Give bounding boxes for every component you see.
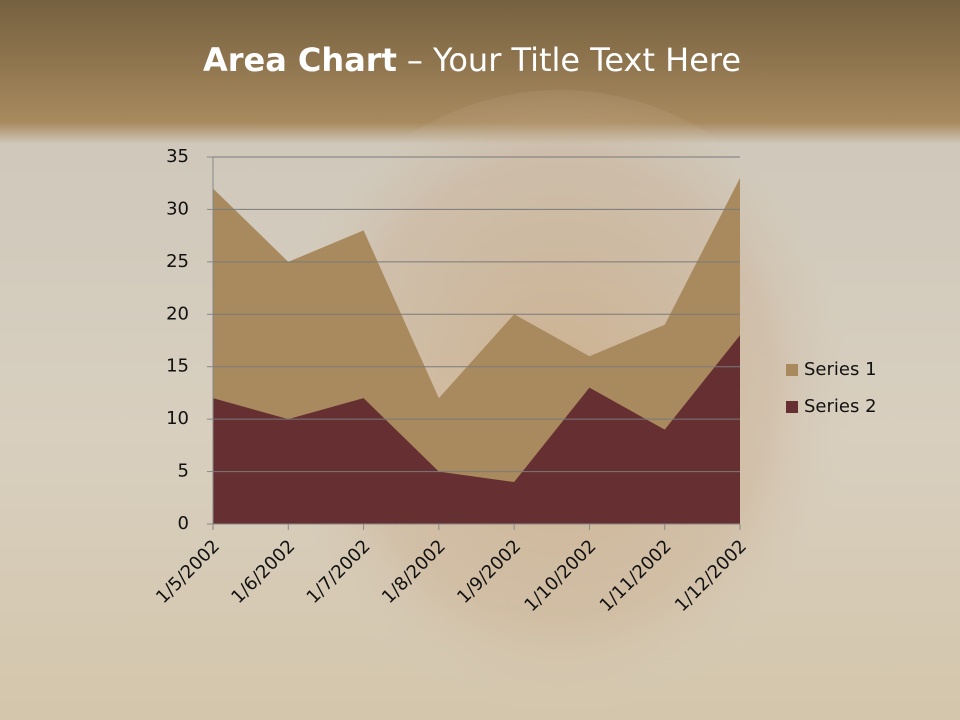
legend-swatch — [786, 401, 798, 413]
legend-swatch — [786, 364, 798, 376]
y-tick-label: 10 — [166, 408, 189, 429]
legend-label: Series 1 — [804, 359, 877, 380]
y-tick-label: 15 — [166, 356, 189, 377]
legend-label: Series 2 — [804, 396, 877, 417]
title-bold: Area Chart — [203, 41, 397, 79]
y-tick-label: 0 — [178, 513, 189, 534]
slide-title: Area Chart – Your Title Text Here — [203, 41, 741, 79]
title-rest: – Your Title Text Here — [407, 41, 741, 79]
y-tick-label: 25 — [166, 251, 189, 272]
area — [213, 335, 740, 524]
y-tick-label: 30 — [166, 198, 189, 219]
y-tick-label: 35 — [166, 146, 189, 167]
y-tick-label: 20 — [166, 303, 189, 324]
y-tick-label: 5 — [178, 461, 189, 482]
